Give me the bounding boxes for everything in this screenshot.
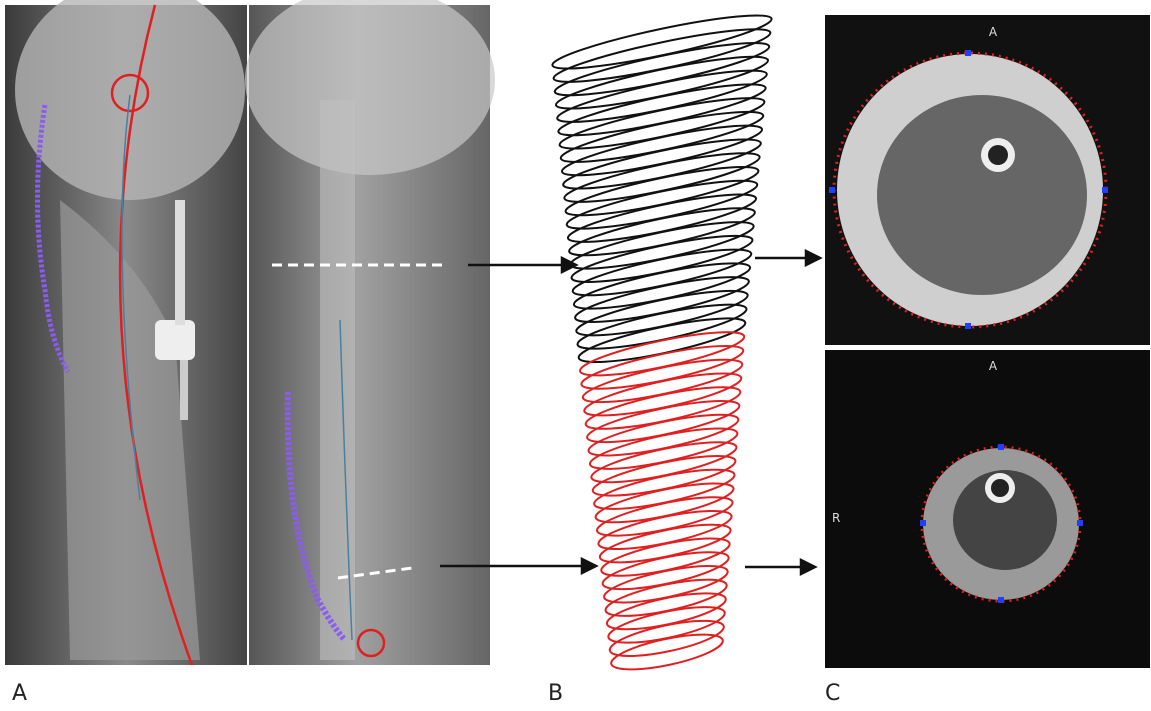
- orientation-label: R: [832, 511, 840, 525]
- orientation-label: A: [989, 25, 998, 39]
- xray-right: [245, 0, 495, 665]
- mri-top: A: [825, 15, 1150, 345]
- panel-label: A: [12, 681, 27, 706]
- helix-ring: [608, 619, 725, 658]
- orientation-label: A: [989, 359, 998, 373]
- xray-left: [5, 0, 247, 666]
- helix-ring: [610, 633, 724, 671]
- panel-label: C: [825, 681, 840, 706]
- helix-model: [551, 14, 773, 671]
- arrows: [440, 248, 823, 577]
- mri-bottom: A R: [825, 350, 1150, 668]
- panel-label: B: [548, 681, 563, 706]
